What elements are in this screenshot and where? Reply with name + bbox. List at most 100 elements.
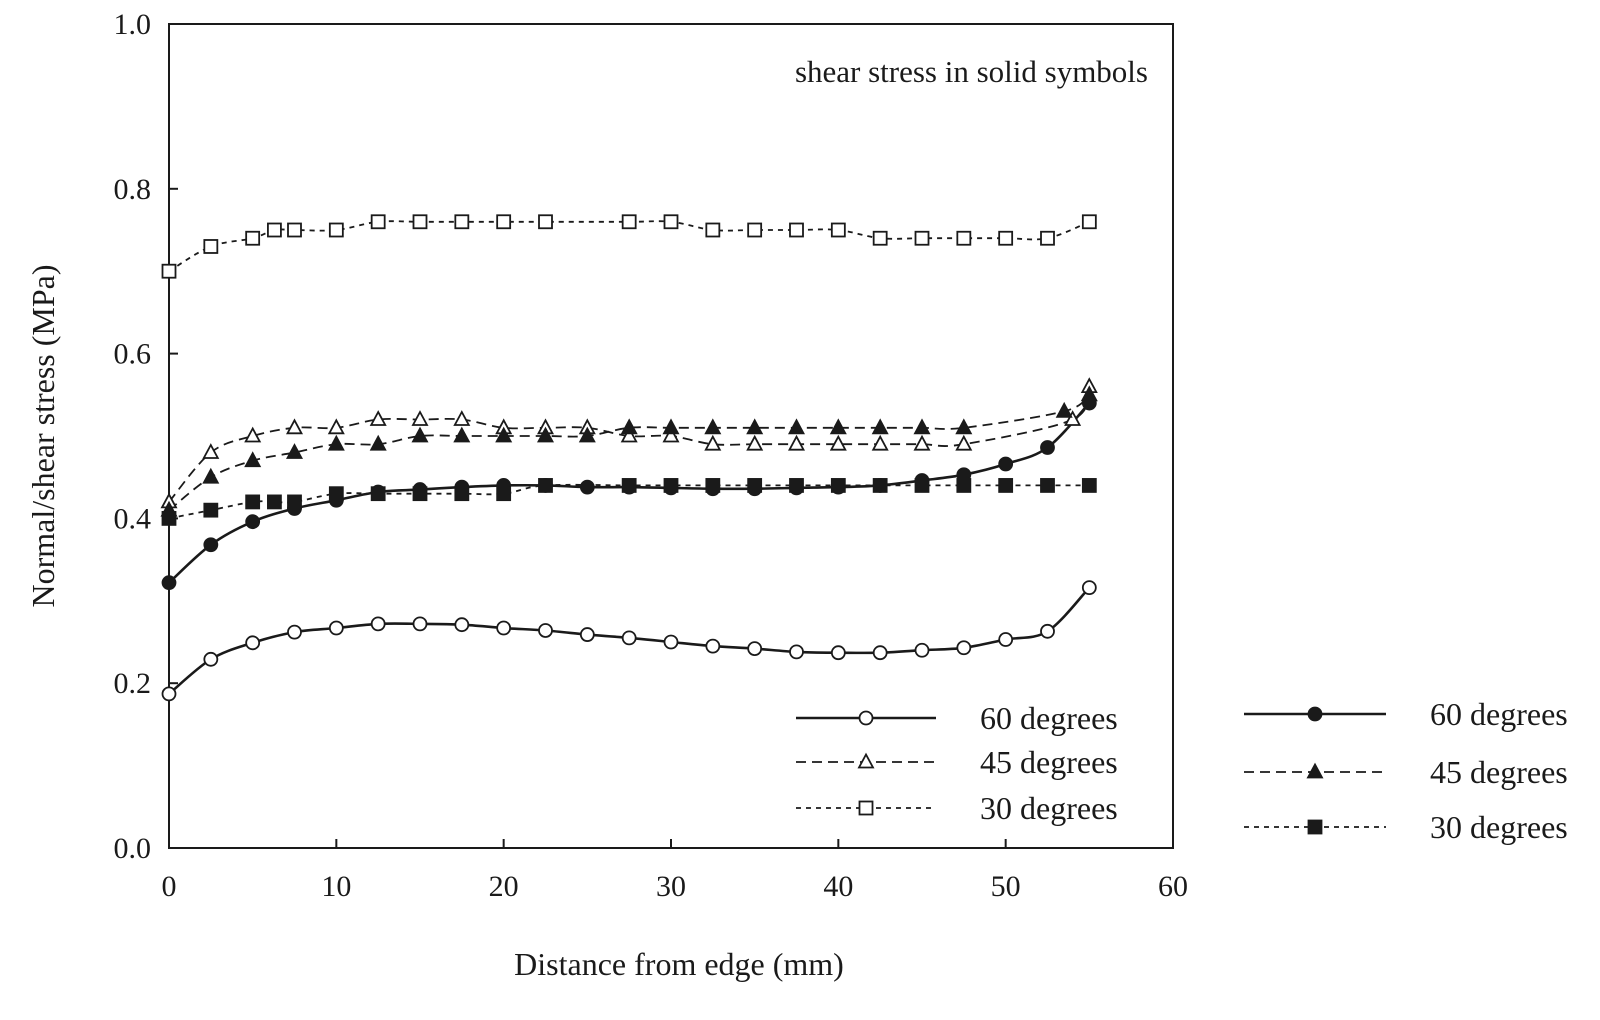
x-tick-label: 40 [823,870,853,903]
data-point [370,214,386,230]
x-tick-label: 20 [489,870,519,903]
data-point [998,478,1014,493]
y-tick-label: 0.2 [114,667,152,700]
legend-label: 30 degrees [980,790,1118,826]
data-point [412,486,428,502]
data-point [998,456,1014,472]
legend-label: 45 degrees [980,744,1118,780]
y-tick-label: 0.8 [114,173,152,206]
data-point [787,418,806,435]
data-point [872,478,888,493]
data-point [495,426,513,443]
legend-marker [858,800,874,816]
data-point [789,222,804,238]
data-point [203,651,219,667]
data-point [913,434,931,451]
data-point [1081,214,1097,230]
data-point [705,222,721,238]
x-tick-label: 0 [162,870,177,903]
y-tick-label: 0.0 [114,832,152,865]
data-point [787,434,806,451]
data-point [202,443,220,459]
data-point [872,645,888,661]
data-point [663,634,679,650]
data-point [203,537,219,553]
series-line-4 [168,394,1090,511]
data-point [370,616,386,632]
data-point [245,494,261,510]
data-point [411,410,429,426]
data-point [872,230,888,246]
data-point [412,616,428,632]
data-point [412,214,428,230]
legend-inside-bottom-right: 60 degrees 45 degrees 30 degrees [796,700,1118,826]
data-point [913,418,931,435]
data-point [830,222,846,238]
data-point [496,486,512,502]
data-point [536,426,555,443]
data-point [830,645,846,661]
data-point [267,222,282,238]
legend-marker [1307,819,1323,835]
data-point [705,638,721,654]
legend-label: 45 degrees [1430,754,1568,790]
data-point [663,478,679,493]
data-point [1081,580,1097,596]
data-point [789,644,804,660]
data-point [538,214,553,230]
data-point [369,410,387,426]
data-point [871,418,889,435]
data-point [328,620,344,636]
annotation-shear-stress: shear stress in solid symbols [795,54,1148,89]
data-point [245,514,261,530]
data-point [244,426,262,443]
data-point [245,635,261,651]
data-point [496,214,512,230]
data-point [998,632,1014,647]
data-point [203,502,219,518]
data-point [955,418,973,435]
x-tick-label: 60 [1158,870,1188,903]
data-point [161,575,177,591]
data-point [829,418,847,435]
data-point [746,434,764,451]
data-point [328,486,344,502]
data-point [956,640,972,656]
legend-marker [858,710,874,726]
data-point [914,478,930,493]
data-point [370,486,386,502]
data-point [998,230,1014,246]
legend-outside-right: 60 degrees 45 degrees 30 degrees [1244,696,1568,845]
y-tick-label: 0.4 [114,502,152,535]
data-point [789,478,804,493]
legend-label: 30 degrees [1430,809,1568,845]
data-point [914,642,930,658]
data-point [328,222,344,238]
data-point [1040,440,1055,455]
data-point [620,418,638,435]
data-point [746,418,764,435]
data-point [747,222,763,238]
axis-ticks: 0 10 20 30 40 50 60 0.0 0.2 0.4 0.6 0.8 1.0 [114,8,1189,903]
data-point [327,418,345,435]
data-point [579,479,595,495]
data-point [1040,478,1055,493]
data-point [287,624,302,640]
data-point [704,418,722,435]
data-point [411,426,429,443]
data-point [244,451,262,468]
data-point [161,686,177,702]
data-point [453,426,471,443]
data-point [1081,478,1097,493]
data-point [829,434,847,451]
data-point [203,239,219,254]
data-point [578,426,596,443]
data-point [1040,623,1055,639]
data-point [538,623,553,638]
data-point [621,630,637,646]
data-point [285,443,304,459]
data-point [454,486,470,502]
data-point [161,263,177,279]
data-point [267,494,282,510]
data-point [285,418,304,435]
